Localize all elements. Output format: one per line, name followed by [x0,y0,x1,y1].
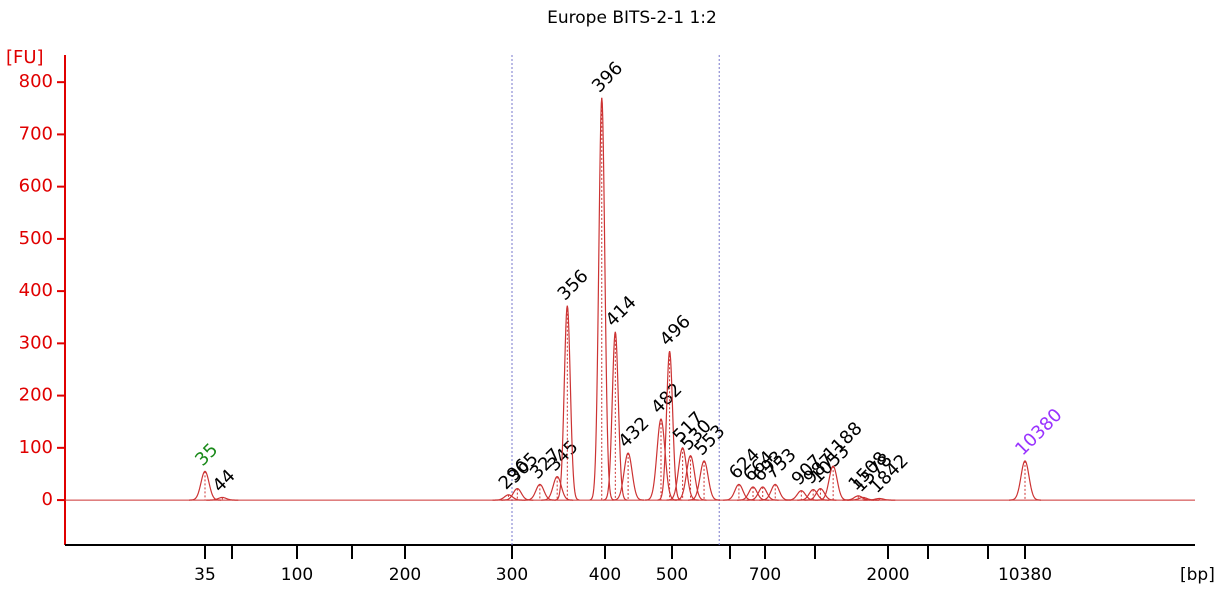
x-tick-label: 200 [389,565,421,585]
peak-label: 10380 [1011,405,1066,460]
peak [817,465,850,501]
peak [523,483,556,501]
y-tick-label: 700 [19,123,53,144]
peak-label: 396 [588,58,627,97]
peak [555,305,580,501]
peak-label: 496 [656,311,695,350]
y-tick-label: 800 [19,71,53,92]
peak-label: 35 [191,439,222,470]
peak [589,97,614,501]
peak [645,418,677,501]
x-tick-label: 300 [496,565,528,585]
y-tick-label: 600 [19,176,53,197]
x-tick-label: 400 [589,565,621,585]
x-tick-label: 100 [281,565,313,585]
y-axis-label: [FU] [6,47,44,68]
peak [863,497,896,501]
y-tick-label: 100 [19,437,53,458]
x-tick-label: 10380 [998,565,1052,585]
x-axis-label: [bp] [1180,565,1215,585]
x-tick-label: 700 [749,565,781,585]
peak-label: 414 [602,292,641,331]
peak [611,452,645,501]
y-tick-label: 500 [19,228,53,249]
y-tick-label: 0 [42,489,53,510]
y-tick-label: 400 [19,280,53,301]
peak [746,486,779,501]
x-tick-label: 35 [194,565,216,585]
y-tick-label: 200 [19,385,53,406]
peak-label: 356 [554,266,593,305]
peak-label: 44 [209,465,240,496]
y-tick-label: 300 [19,332,53,353]
peak [797,488,830,501]
x-tick-label: 500 [656,565,688,585]
chart-title: Europe BITS-2-1 1:2 [547,8,717,28]
x-tick-label: 2000 [866,565,909,585]
